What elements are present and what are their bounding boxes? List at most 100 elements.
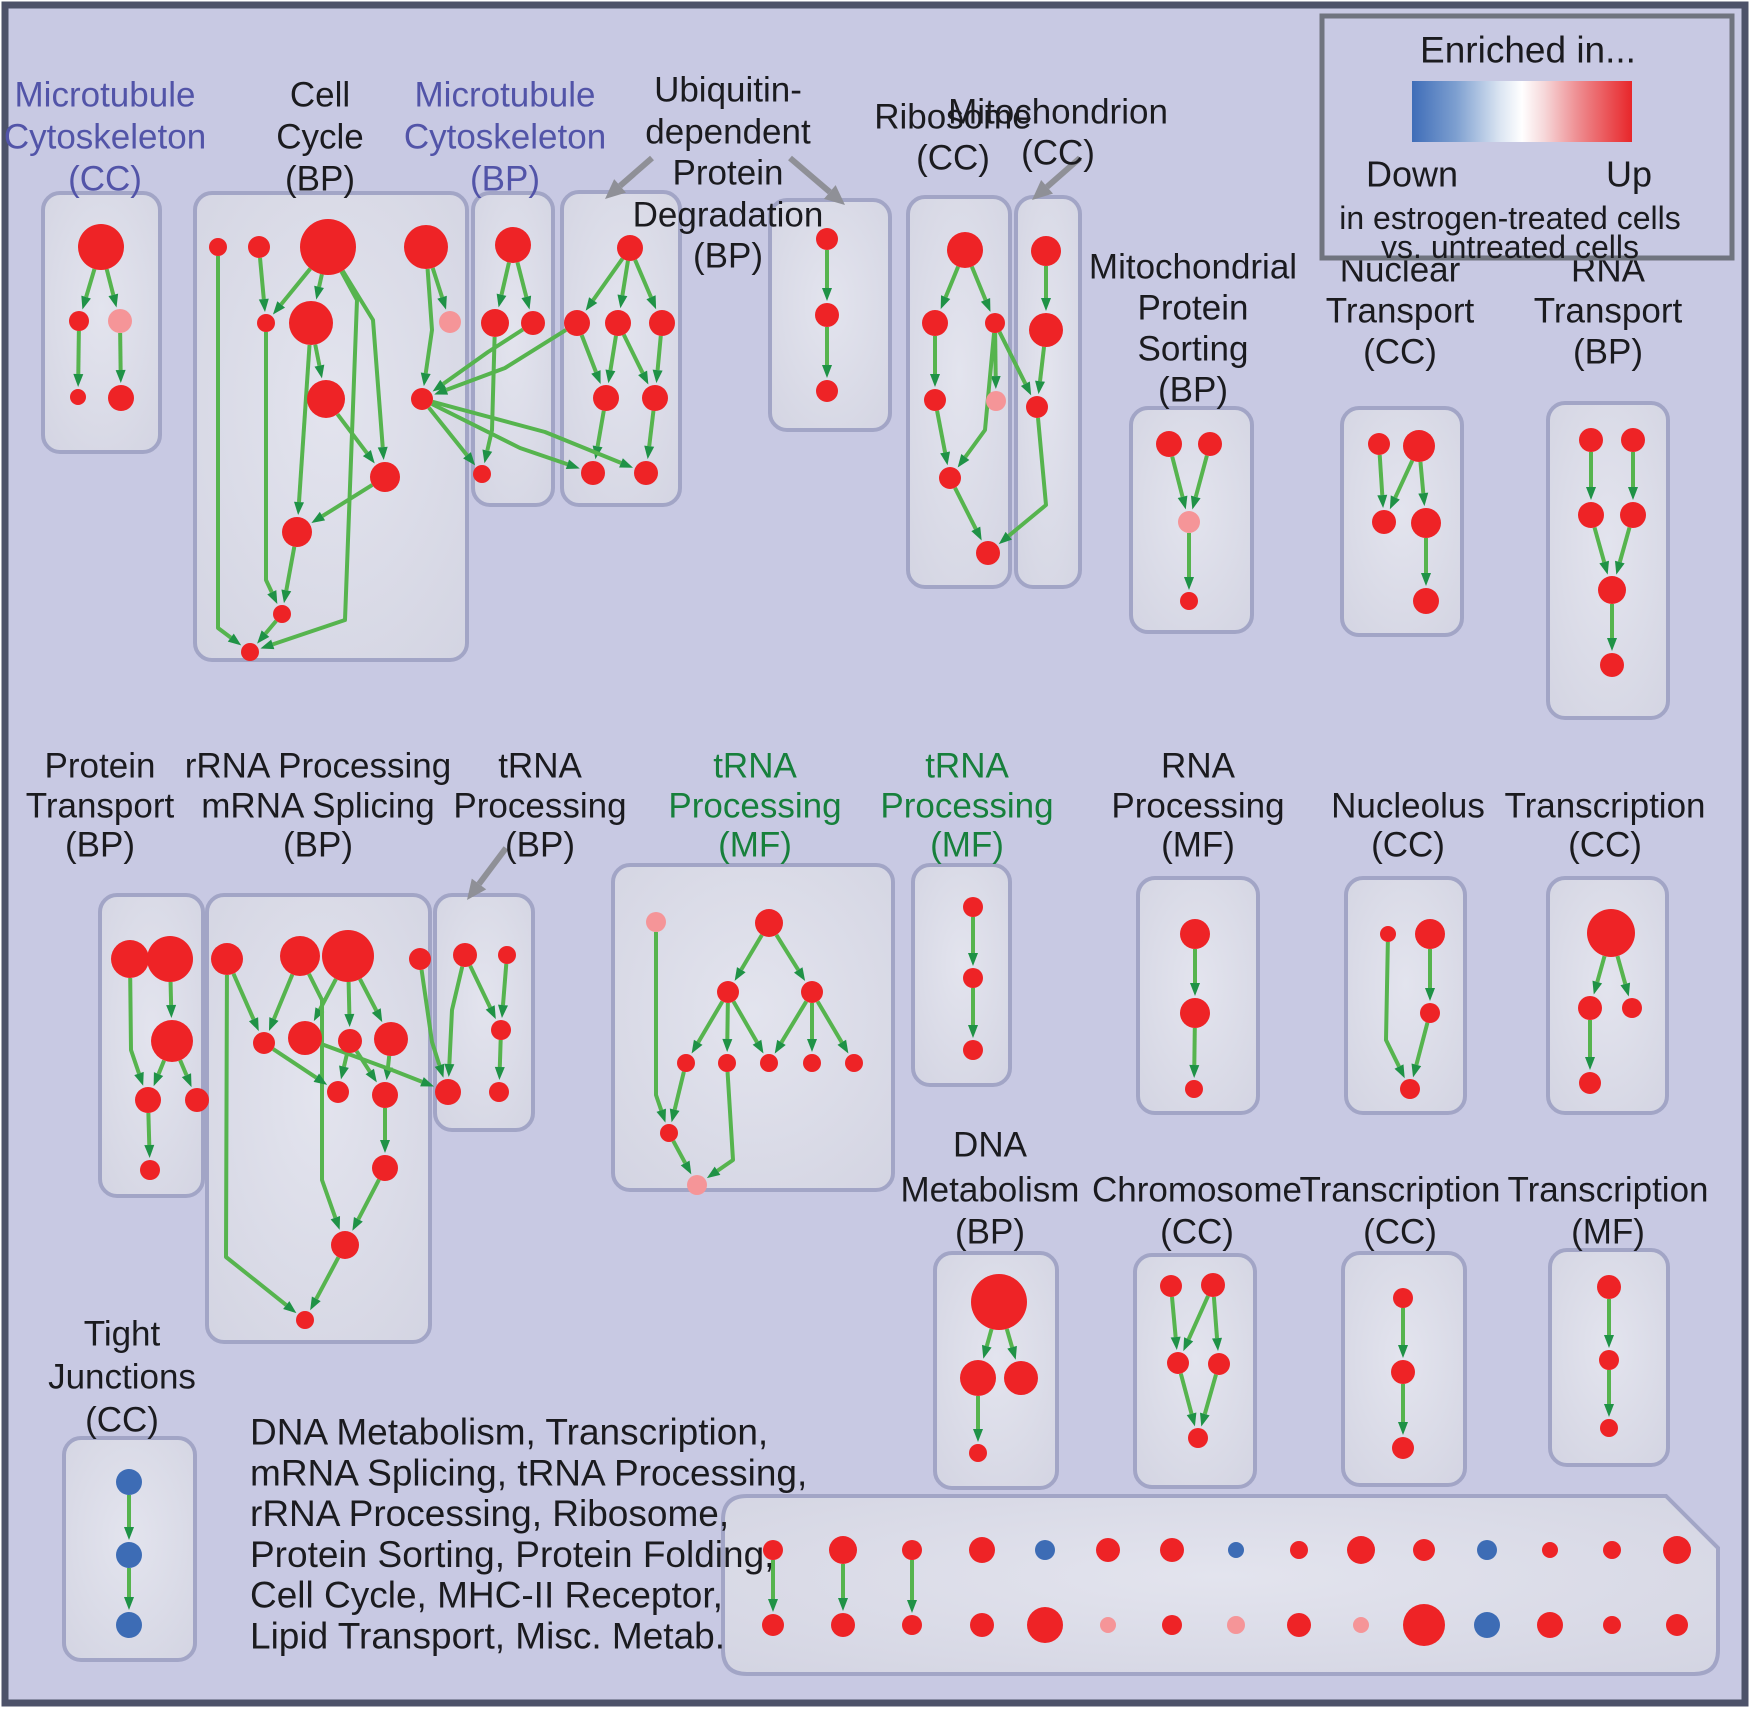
node-transc_cc_mid-2 (1622, 998, 1642, 1018)
cross-edge-head (463, 452, 476, 466)
edge-ribosome-head (971, 526, 982, 541)
edge-chromosome (1170, 1296, 1178, 1338)
edge-cell_cycle-head (258, 298, 269, 313)
node-rrna-8 (327, 1081, 349, 1103)
edge-ribosome-head (940, 295, 951, 310)
edge-prot_tr-head (134, 1071, 144, 1086)
edge-ubiq1-head (644, 445, 655, 460)
cross-edge (445, 328, 568, 392)
node-prot_tr-4 (185, 1088, 209, 1112)
edge-ubiq1 (579, 334, 598, 373)
trna-bp-pointer-head (467, 878, 487, 900)
edge-mt_bp (499, 262, 511, 296)
edge-mt_bp (485, 336, 497, 452)
edge-ribosome-head (980, 297, 991, 312)
cross-edge (430, 402, 569, 467)
node-dna_met-1 (960, 1360, 996, 1396)
edge-rrna-head (248, 1017, 259, 1032)
cluster-label-nucleolus: (CC) (1371, 826, 1445, 865)
legend-subtitle-2: vs. untreated cells (1381, 229, 1639, 265)
node-mt_cc-1 (69, 311, 89, 331)
edge-trna_mf1-head (837, 1039, 849, 1054)
node-cell_cycle-3 (404, 225, 448, 269)
edge-cell_cycle-head (267, 590, 278, 605)
cluster-box-nuc_tr (1340, 406, 1464, 637)
node-mps-3 (1180, 592, 1198, 610)
node-transc_cc_bot-1 (1391, 1360, 1415, 1384)
edge-rrna (356, 1178, 381, 1221)
legend-subtitle-1: in estrogen-treated cells (1339, 200, 1681, 236)
node-chromosome-0 (1160, 1275, 1182, 1297)
edge-ubiq1 (595, 410, 606, 447)
cluster-box-rna_tr (1546, 401, 1670, 720)
edge-mps (1170, 456, 1185, 498)
cross-edge (997, 331, 1028, 385)
edge-trna_mf1 (716, 1071, 735, 1173)
cluster-label-rna-processing: (MF) (1161, 826, 1235, 865)
edge-ubiq2-head (822, 288, 832, 301)
edge-chromosome-head (1183, 1337, 1194, 1352)
edge-transc_cc_mid (1595, 955, 1607, 983)
node-cell_cycle-7 (307, 380, 345, 418)
node-ubiq1-7 (634, 461, 658, 485)
edge-trna_bp-head (444, 1063, 455, 1078)
edge-nuc_tr-head (1377, 494, 1388, 509)
edge-ubiq1-head (591, 370, 601, 385)
cross-edge-head (420, 1077, 435, 1087)
cluster-box-transc_cc_mid (1546, 876, 1669, 1115)
edge-prot_tr (156, 1059, 166, 1075)
edge-dna_met-head (973, 1429, 983, 1442)
ubiquitin-right-pointer-head (823, 185, 845, 205)
edge-ribosome (953, 486, 978, 530)
edge-dna_met (1004, 1328, 1015, 1348)
legend-down-label: Down (1366, 154, 1458, 195)
node-trna_mf2-0 (963, 897, 983, 917)
edge-cell_cycle-head (437, 295, 447, 310)
edge-rrna-head (371, 1008, 383, 1023)
node-trna_mf1-3 (801, 981, 823, 1003)
node-trna_mf1-5 (718, 1054, 736, 1072)
layer-text: MicrotubuleCytoskeleton(CC)CellCycle(BP)… (4, 13, 1735, 1657)
matrix-node-bottom-5 (1100, 1617, 1116, 1633)
cluster-label-mps: Protein (1138, 289, 1249, 328)
matrix-box (721, 1494, 1720, 1676)
edge-tight-head (124, 1597, 134, 1610)
matrix-node-top-12 (1542, 1542, 1558, 1558)
node-rna_tr-2 (1578, 502, 1604, 528)
edge-cell_cycle (264, 332, 274, 594)
matrix-node-bottom-7 (1227, 1616, 1245, 1634)
node-nuc_tr-0 (1368, 433, 1390, 455)
cross-edge-head (434, 1063, 445, 1078)
node-dna_met-2 (1004, 1361, 1038, 1395)
node-trna_bp-0 (453, 943, 477, 967)
edge-tight-head (124, 1527, 134, 1540)
cluster-label-ubiquitin: dependent (645, 113, 811, 152)
node-nuc_tr-4 (1413, 588, 1439, 614)
node-prot_tr-5 (140, 1160, 160, 1180)
node-ubiq1-4 (593, 385, 619, 411)
cluster-label-mps: (BP) (1158, 371, 1228, 410)
cluster-label-trna-mf-1: (MF) (718, 826, 792, 865)
edge-rrna (358, 978, 379, 1012)
node-mito-2 (1026, 396, 1048, 418)
edge-dna_met-head (981, 1344, 992, 1359)
edge-trna_mf2-head (968, 1025, 978, 1038)
cluster-label-rrna-mrna: mRNA Splicing (201, 787, 434, 826)
node-mps-0 (1156, 431, 1182, 457)
edge-prot_tr (178, 1059, 189, 1076)
matrix-node-bottom-3 (970, 1613, 994, 1637)
cross-edge (427, 406, 469, 457)
edge-trna_mf1 (654, 932, 664, 1111)
edge-trna_mf1-head (774, 1039, 786, 1054)
cross-edge-head (565, 459, 580, 469)
edge-cell_cycle (423, 268, 434, 374)
edge-cell_cycle (321, 483, 374, 518)
edge-dna_met (984, 1328, 994, 1347)
cluster-label-ubiquitin: Degradation (633, 196, 824, 235)
node-trna_mf2-2 (963, 1040, 983, 1060)
cluster-label-ubiquitin: Protein (673, 154, 784, 193)
edge-cell_cycle (258, 257, 266, 300)
node-chromosome-4 (1188, 1428, 1208, 1448)
cluster-label-cell-cycle: (BP) (285, 160, 355, 199)
edge-cell_cycle-head (362, 450, 375, 464)
